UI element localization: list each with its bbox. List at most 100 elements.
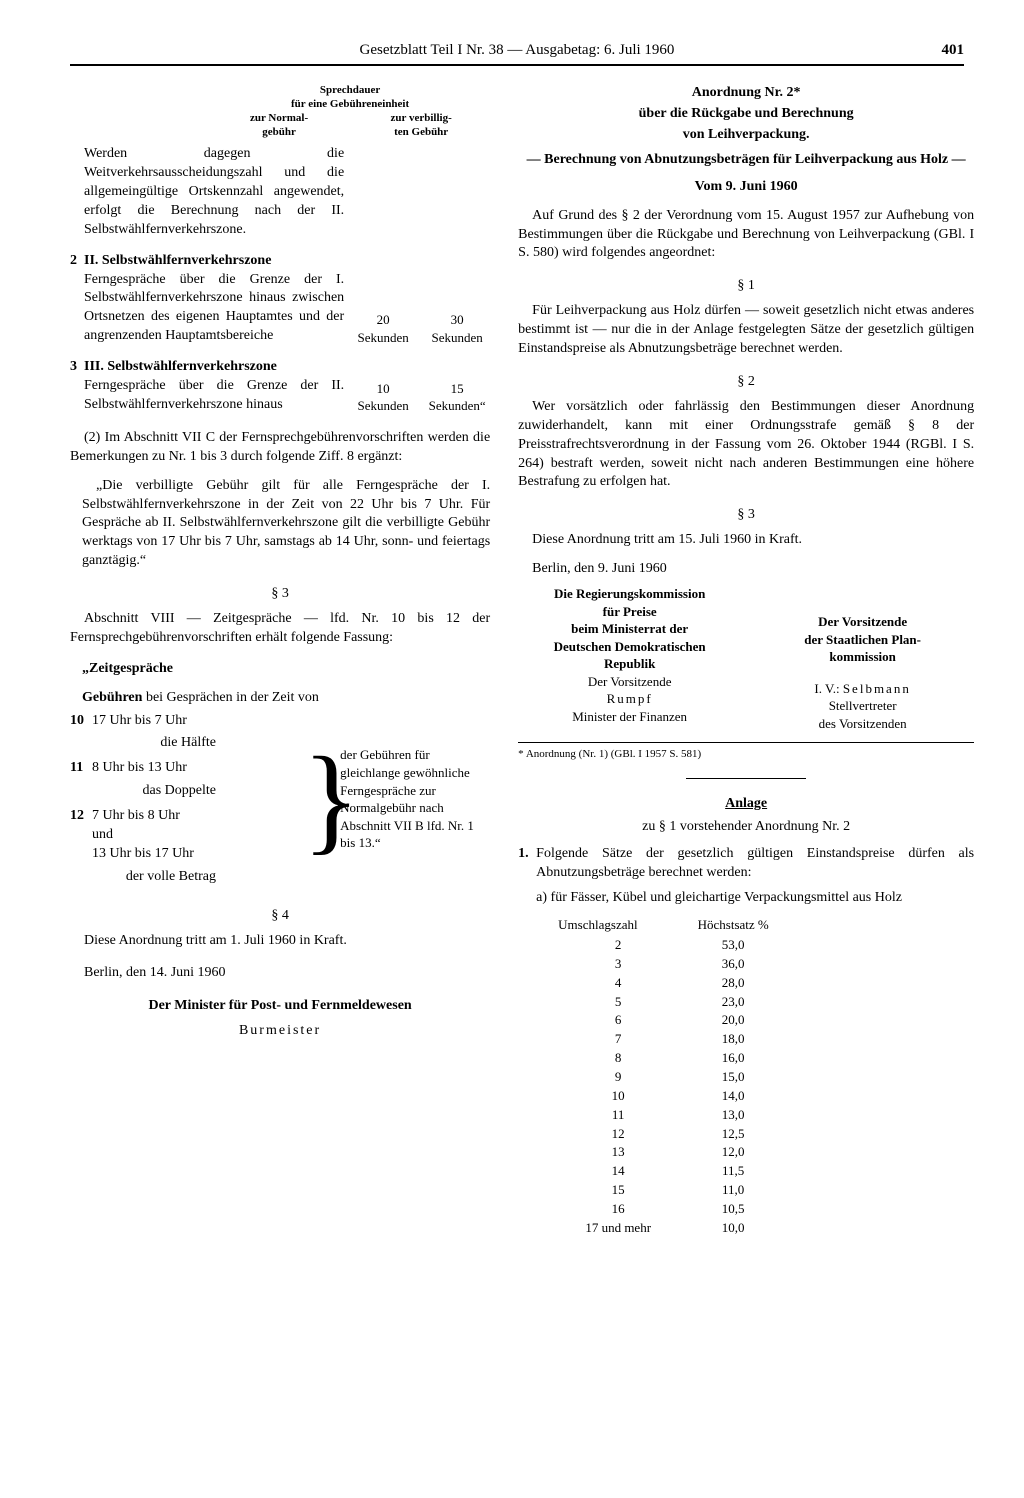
anlage-title: Anlage	[518, 795, 974, 814]
zeit-left: 10 17 Uhr bis 7 Uhr die Hälfte 11 8 Uhr …	[70, 712, 322, 887]
r-s1: § 1	[518, 277, 974, 296]
zeit-sub-rest: bei Gesprächen in der Zeit von	[146, 690, 319, 705]
cell-hoechstsatz: 12,5	[678, 1125, 788, 1144]
z10-n: 10	[70, 712, 92, 731]
cell-umschlag: 7	[558, 1030, 678, 1049]
cell-umschlag: 10	[558, 1087, 678, 1106]
sig2-l2: der Staatlichen Plan-	[751, 631, 974, 649]
divider	[686, 778, 806, 779]
sig1-l8: Minister der Finanzen	[518, 708, 741, 726]
cell-hoechstsatz: 11,0	[678, 1181, 788, 1200]
anlage-thead: Umschlagszahl Höchstsatz %	[558, 916, 974, 934]
zeit-sub: Gebühren bei Gesprächen in der Zeit von	[82, 689, 490, 708]
para2-quote: „Die verbilligte Gebühr gilt für alle Fe…	[82, 477, 490, 571]
left-berlin: Berlin, den 14. Juni 1960	[70, 964, 490, 983]
sig2: Der Vorsitzende der Staatlichen Plan- ko…	[751, 585, 974, 732]
cell-hoechstsatz: 15,0	[678, 1068, 788, 1087]
sprech-l3b: zur verbillig-	[352, 112, 490, 126]
sig2-l5: Stellvertreter	[751, 697, 974, 715]
z10-f: die Hälfte	[92, 730, 222, 753]
zeit-brace-wrap: 10 17 Uhr bis 7 Uhr die Hälfte 11 8 Uhr …	[70, 712, 490, 887]
sprech-header: Sprechdauer für eine Gebühreneinheit zur…	[210, 84, 490, 139]
sprech-l2: für eine Gebühreneinheit	[210, 98, 490, 112]
zone3-u1: Sekunden	[358, 398, 409, 413]
cell-hoechstsatz: 20,0	[678, 1011, 788, 1030]
zone2-title: II. Selbstwählfernverkehrszone	[84, 252, 344, 271]
sig2-l4wrap: I. V.: Selbmann	[751, 680, 974, 698]
s3-text: Abschnitt VIII — Zeitgespräche — lfd. Nr…	[70, 610, 490, 648]
cell-hoechstsatz: 16,0	[678, 1049, 788, 1068]
table-row: 718,0	[558, 1030, 974, 1049]
minister-name: Burmeister	[70, 1022, 490, 1041]
r-t1: Anordnung Nr. 2*	[518, 84, 974, 103]
zone2-num: 2	[70, 252, 84, 346]
anlage-item1: 1. Folgende Sätze der gesetzlich gültige…	[518, 845, 974, 883]
r-sub: — Berechnung von Abnutzungsbeträgen für …	[518, 151, 974, 170]
cell-umschlag: 6	[558, 1011, 678, 1030]
zone3-title: III. Selbstwählfernverkehrszone	[84, 358, 344, 377]
cell-hoechstsatz: 36,0	[678, 955, 788, 974]
zone3-block: 3 III. Selbstwählfernverkehrszone Fernge…	[70, 358, 490, 415]
item1-text: Folgende Sätze der gesetzlich gültigen E…	[536, 845, 974, 883]
table-row: 1411,5	[558, 1162, 974, 1181]
cell-hoechstsatz: 13,0	[678, 1106, 788, 1125]
cell-umschlag: 11	[558, 1106, 678, 1125]
s4-label: § 4	[70, 907, 490, 926]
anlage-rows: 253,0336,0428,0523,0620,0718,0816,0915,0…	[558, 936, 974, 1238]
cell-umschlag: 5	[558, 993, 678, 1012]
zeit-title: „Zeitgespräche	[82, 660, 490, 679]
z11-t: 8 Uhr bis 13 Uhr	[92, 759, 222, 778]
sprech-l4a: gebühr	[210, 126, 348, 140]
sig2-l4b: Selbmann	[843, 681, 911, 696]
zone1-text: Werden dagegen die Weitverkehrsausscheid…	[84, 145, 350, 239]
cell-hoechstsatz: 53,0	[678, 936, 788, 955]
sig1-l6: Der Vorsitzende	[518, 673, 741, 691]
cell-hoechstsatz: 18,0	[678, 1030, 788, 1049]
cell-umschlag: 4	[558, 974, 678, 993]
table-row: 816,0	[558, 1049, 974, 1068]
zone2-u1: Sekunden	[358, 330, 409, 345]
th1: Umschlagszahl	[558, 916, 678, 934]
header-title: Gesetzblatt Teil I Nr. 38 — Ausgabetag: …	[360, 42, 675, 58]
sig2-l1: Der Vorsitzende	[751, 613, 974, 631]
table-row: 915,0	[558, 1068, 974, 1087]
r-intro: Auf Grund des § 2 der Verordnung vom 15.…	[518, 207, 974, 264]
z10-t: 17 Uhr bis 7 Uhr	[92, 712, 222, 731]
zone1-block: Werden dagegen die Weitverkehrsausscheid…	[70, 145, 490, 239]
cell-umschlag: 15	[558, 1181, 678, 1200]
sprech-l3a: zur Normal-	[210, 112, 348, 126]
z11-f: das Doppelte	[92, 778, 222, 801]
brace-glyph: }	[324, 712, 338, 887]
z12-t2: und	[92, 826, 222, 845]
cell-umschlag: 14	[558, 1162, 678, 1181]
zone3-v2: 15	[451, 381, 464, 396]
sig1-l4: Deutschen Demokratischen	[518, 638, 741, 656]
left-column: Sprechdauer für eine Gebühreneinheit zur…	[70, 84, 490, 1237]
cell-umschlag: 16	[558, 1200, 678, 1219]
anlage-sub: zu § 1 vorstehender Anordnung Nr. 2	[518, 818, 974, 837]
s4-text: Diese Anordnung tritt am 1. Juli 1960 in…	[70, 932, 490, 951]
minister-title: Der Minister für Post- und Fernmeldewese…	[70, 997, 490, 1016]
sig2-l3: kommission	[751, 648, 974, 666]
sig1-l3: beim Ministerrat der	[518, 620, 741, 638]
table-row: 1014,0	[558, 1087, 974, 1106]
table-row: 1113,0	[558, 1106, 974, 1125]
zone3-v1: 10	[377, 381, 390, 396]
cell-umschlag: 9	[558, 1068, 678, 1087]
sig1-l2: für Preise	[518, 603, 741, 621]
zone2-text: Ferngespräche über die Grenze der I. Sel…	[84, 271, 344, 347]
sprech-l1: Sprechdauer	[210, 84, 490, 98]
item1a: a) für Fässer, Kübel und gleichartige Ve…	[536, 889, 974, 908]
r-s2-text: Wer vorsätzlich oder fahrlässig den Best…	[518, 398, 974, 492]
r-s1-text: Für Leihverpackung aus Holz dürfen — sow…	[518, 302, 974, 359]
zone2-vals: 20Sekunden 30Sekunden	[350, 252, 490, 346]
zone2-u2: Sekunden	[432, 330, 483, 345]
r-date: Vom 9. Juni 1960	[518, 178, 974, 197]
zone3-u2q: Sekunden“	[429, 398, 486, 413]
zone3-text: Ferngespräche über die Grenze der II. Se…	[84, 377, 344, 415]
sprech-l4b: ten Gebühr	[352, 126, 490, 140]
anlage-table: Umschlagszahl Höchstsatz % 253,0336,0428…	[558, 916, 974, 1238]
table-row: 1610,5	[558, 1200, 974, 1219]
sig2-l4: I. V.:	[814, 681, 839, 696]
r-s3-text: Diese Anordnung tritt am 15. Juli 1960 i…	[518, 531, 974, 550]
